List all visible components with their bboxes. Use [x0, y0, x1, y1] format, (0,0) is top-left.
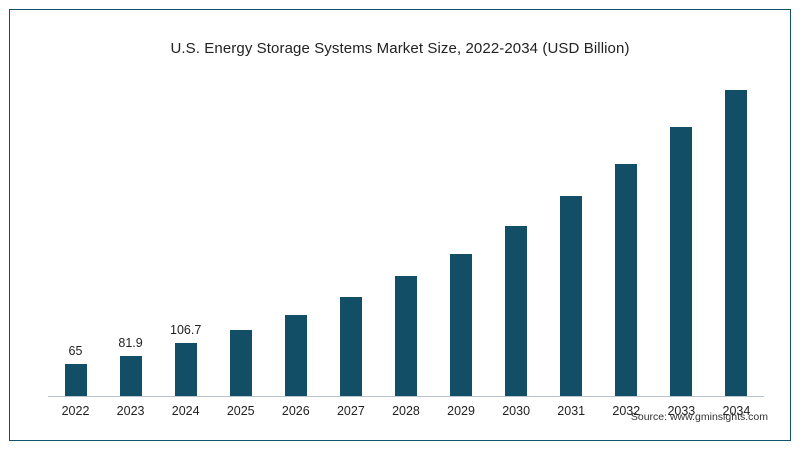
- bar: [394, 276, 417, 396]
- bar-value-label: 81.9: [118, 336, 143, 350]
- x-tick-label: 2031: [557, 404, 586, 418]
- bar-column: [599, 80, 654, 396]
- bar-column: [268, 80, 323, 396]
- bar-column: 81.9: [103, 80, 158, 396]
- bar-column: [544, 80, 599, 396]
- x-tick-label: 2024: [171, 404, 200, 418]
- source-attribution: Source: www.gminsights.com: [630, 411, 768, 423]
- x-tick-label: 2028: [392, 404, 420, 418]
- bar: [339, 297, 362, 396]
- bar: [174, 343, 197, 396]
- x-tick-label: 2030: [502, 404, 531, 418]
- x-axis-line: [48, 396, 764, 397]
- x-tick-label: 2032: [612, 404, 641, 418]
- bar-column: [434, 80, 489, 396]
- x-axis-tick-labels: 2022 2023 2024 2025 2026 2027 2028 2029 …: [48, 404, 764, 418]
- chart-frame: U.S. Energy Storage Systems Market Size,…: [9, 9, 791, 441]
- x-tick-label: 2025: [226, 404, 255, 418]
- bar-column: [323, 80, 378, 396]
- bar-column: [213, 80, 268, 396]
- bar-column: 65: [48, 80, 103, 396]
- bar-column: [378, 80, 433, 396]
- bar: [505, 226, 528, 396]
- bar: [615, 164, 638, 396]
- bar-series: 65 81.9 106.7: [48, 80, 764, 396]
- bar: [560, 196, 583, 396]
- bar: [450, 254, 473, 396]
- bar: [670, 127, 693, 396]
- x-tick-label: 2027: [336, 404, 365, 418]
- x-tick-label: 2022: [61, 404, 90, 418]
- x-tick-label: 2029: [447, 404, 475, 418]
- bar: [284, 315, 307, 396]
- x-tick-label: 2033: [667, 404, 696, 418]
- bar: [119, 356, 142, 396]
- bar-column: 106.7: [158, 80, 213, 396]
- bar-column: [489, 80, 544, 396]
- bar-column: [654, 80, 709, 396]
- x-tick-label: 2023: [116, 404, 145, 418]
- bar: [725, 90, 748, 396]
- bar: [229, 330, 252, 396]
- bar-value-label: 65: [68, 344, 83, 358]
- x-tick-label: 2034: [722, 404, 751, 418]
- chart-title: U.S. Energy Storage Systems Market Size,…: [170, 40, 630, 57]
- bar: [64, 364, 87, 396]
- x-tick-label: 2026: [281, 404, 310, 418]
- bar-value-label: 106.7: [170, 323, 202, 337]
- bar-column: [709, 80, 764, 396]
